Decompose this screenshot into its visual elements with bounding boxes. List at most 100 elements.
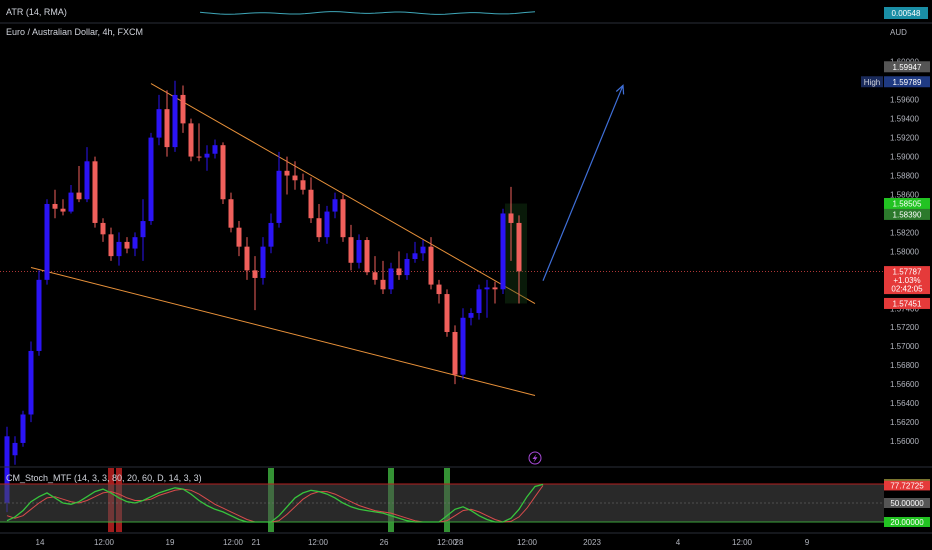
atr-line [199,11,536,15]
candle-body [444,294,450,332]
candle-body [332,199,338,212]
stoch-body [0,483,884,523]
time-tick-label: 12:00 [732,538,753,547]
atr-value-badge [884,7,928,19]
candle-body [316,218,322,238]
candle-body [476,289,482,314]
candle-body [516,222,522,272]
candle-body [404,258,410,276]
candle-body [172,94,178,148]
price-tick-label: 1.56000 [890,437,919,446]
time-tick-label: 4 [676,538,681,547]
time-tick-label: 21 [252,538,261,547]
atr-label: ATR (14, RMA) [6,7,67,17]
price-tag-value: 1.58505 [893,200,922,209]
price-tag-box [884,76,930,88]
candle-body [220,145,226,200]
price-tag-value: 1.57451 [893,299,922,308]
lightning-icon[interactable] [528,451,542,465]
stoch-d-line [6,485,544,523]
candle-body [292,175,298,181]
candle-body [492,287,498,290]
candle-body [156,109,162,138]
candle-body [68,192,74,212]
price-tag-box [884,61,930,73]
candle-body [388,268,394,290]
candle-body [188,123,194,157]
candle-body [300,180,306,190]
currency-label: AUD [890,28,907,37]
time-tick-label: 12:00 [517,538,538,547]
candle-body [180,94,186,124]
candle-body [164,109,170,148]
lower-trendline [30,267,536,397]
candle-body [44,203,50,280]
price-tick-label: 1.57200 [890,323,919,332]
price-tag-value: 1.59947 [893,63,922,72]
stochastic-pane[interactable]: CM_Stoch_MTF (14, 3, 3, 80, 20, 60, D, 1… [0,468,930,532]
stoch-tag-box [884,498,930,508]
stoch-tag-value: 77.72725 [890,481,924,490]
trendlines[interactable] [30,83,625,397]
stoch-k-line [6,483,544,523]
candle-body [348,237,354,263]
candle-body [252,270,258,278]
projection-arrow-head [615,84,625,95]
atr-value: 0.00548 [892,9,921,18]
price-tag-prefix: High [864,78,880,87]
candle-body [356,240,362,263]
price-axis[interactable]: 1.600001.598001.596001.594001.592001.590… [890,58,919,446]
price-tick-label: 1.59000 [890,153,919,162]
candle-body [452,331,458,375]
candle-body [108,234,114,257]
price-tick-label: 1.58800 [890,172,919,181]
price-tag-box [884,297,930,309]
candle-body [276,170,282,223]
time-tick-label: 26 [380,538,389,547]
stoch-tag-value: 20.00000 [890,518,924,527]
price-tick-label: 1.56600 [890,380,919,389]
candle-body [36,279,42,351]
candles [4,80,527,513]
candle-body [140,221,146,238]
candle-body [196,156,202,158]
time-tick-label: 12:00 [437,538,458,547]
candle-body [60,208,66,212]
price-tag-value: 1.58390 [893,210,922,219]
candle-body [508,213,514,223]
candle-body [20,414,26,443]
price-tag-box [884,198,930,210]
candle-body [436,284,442,295]
time-tick-label: 19 [166,538,175,547]
price-tick-label: 1.57000 [890,342,919,351]
candle-body [308,189,314,219]
candle-body [76,192,82,200]
candle-body [372,272,378,280]
price-pane[interactable]: Euro / Australian Dollar, 4h, FXCM AUD 1… [0,27,930,513]
candle-body [460,317,466,375]
last-price-tag-line: 1.57787 [893,268,922,277]
candle-body [52,203,58,209]
candle-body [132,237,138,249]
last-price-tag-box [884,266,930,295]
upper-trendline [150,83,536,304]
candle-body [92,161,98,223]
candle-body [236,227,242,247]
candle-body [228,199,234,228]
candle-body [212,145,218,154]
candle-body [420,246,426,254]
atr-pane: ATR (14, RMA) 0.00548 [6,7,928,19]
stoch-tag-box [884,480,930,491]
candle-body [100,222,106,235]
price-tick-label: 1.56400 [890,399,919,408]
stoch-tag-box [884,517,930,527]
candle-body [340,199,346,238]
candle-body [204,153,210,158]
time-tick-label: 12:00 [94,538,115,547]
candle-body [268,222,274,247]
last-price-tag-line: 02:42:05 [891,285,923,294]
candle-body [324,211,330,238]
